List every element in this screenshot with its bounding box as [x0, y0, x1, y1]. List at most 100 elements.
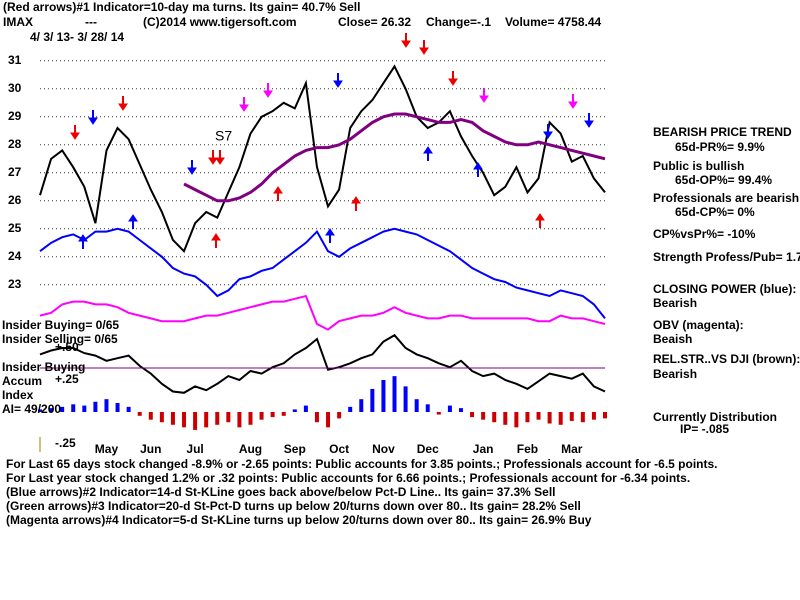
bar [204, 411, 209, 428]
x-tick-label: Sep [284, 442, 306, 456]
bar [314, 411, 319, 423]
insider-text: Insider Selling= 0/65 [2, 332, 118, 346]
line [39, 294, 606, 331]
sidebar-text: Professionals are bearish [653, 191, 799, 205]
footer-text: For Last year stock changed 1.2% or .32 … [6, 471, 690, 485]
symbol: IMAX [3, 15, 33, 29]
arrow [325, 228, 335, 244]
bar [481, 411, 486, 420]
bar [536, 411, 541, 420]
sidebar-text: IP= -.085 [680, 422, 729, 436]
arrow [479, 87, 489, 103]
arrow [543, 123, 553, 139]
bar [148, 411, 153, 420]
arrow [333, 72, 343, 88]
sidebar-text: Strength Profess/Pub= 1.7 [653, 250, 800, 264]
bar [248, 411, 253, 425]
bar [303, 405, 308, 412]
x-tick-label: Jul [186, 442, 203, 456]
sidebar-text: 65d-CP%= 0% [675, 205, 755, 219]
bar [436, 411, 441, 415]
bar [381, 379, 386, 412]
sidebar-text: Currently Distribution [653, 410, 777, 424]
bar [403, 386, 408, 412]
arrow [419, 39, 429, 55]
bar [237, 411, 242, 428]
arrow [118, 95, 128, 111]
arrow [187, 159, 197, 175]
sidebar: BEARISH PRICE TREND 65d-PR%= 9.9% Public… [653, 125, 800, 436]
x-tick-label: Feb [517, 442, 538, 456]
arrow [208, 149, 218, 165]
x-tick-label: Nov [372, 442, 395, 456]
arrow [401, 32, 411, 48]
arrow [211, 233, 221, 249]
bar [348, 406, 353, 412]
footer-text: (Magenta arrows)#4 Indicator=5-d St-KLin… [6, 513, 592, 527]
line [183, 112, 606, 203]
bar [104, 399, 109, 412]
insider-text: Index [2, 388, 34, 402]
line [39, 333, 606, 394]
bar [569, 411, 574, 421]
y-tick-label: 28 [8, 137, 22, 151]
bar [447, 405, 452, 412]
bar [326, 411, 331, 428]
sidebar-text: REL.STR..VS DJI (brown): [653, 352, 800, 366]
sidebar-text: CLOSING POWER (blue): [653, 282, 796, 296]
bar [580, 411, 585, 423]
bar [458, 408, 463, 412]
bar [547, 411, 552, 424]
plot: 23 24 25 26 27 28 29 30 31 May Jun Jul Aug Sep Oct Nov D… [8, 53, 607, 456]
bar [470, 411, 475, 418]
arrow [423, 146, 433, 162]
bar [182, 411, 187, 428]
bar [492, 411, 497, 423]
insider-text: Insider Buying= 0/65 [2, 318, 119, 332]
sidebar-text: 65d-OP%= 99.4% [675, 173, 772, 187]
bar [60, 406, 65, 412]
y-tick-label: 23 [8, 277, 22, 291]
bar [525, 411, 530, 423]
sidebar-text: CP%vsPr%= -10% [653, 227, 756, 241]
insider-text: Accum [2, 374, 42, 388]
signal-arrows [70, 32, 594, 250]
arrow [239, 96, 249, 112]
bar [337, 411, 342, 419]
arrow [351, 196, 361, 212]
bar [292, 409, 297, 412]
insider-text: Insider Buying [2, 360, 85, 374]
line [39, 64, 606, 253]
x-tick-label: Jun [140, 442, 161, 456]
insider: Insider Buying= 0/65 Insider Selling= 0/… [2, 318, 119, 416]
y-tick-label: 27 [8, 165, 22, 179]
y-tick-label: 26 [8, 193, 22, 207]
bar [558, 411, 563, 425]
bar [359, 399, 364, 412]
x-tick-label: Oct [329, 442, 349, 456]
line [39, 227, 606, 320]
bar [193, 411, 198, 430]
arrow [448, 70, 458, 86]
y-tick-label: 25 [8, 221, 22, 235]
x-tick-label: Mar [561, 442, 583, 456]
bar [115, 403, 120, 412]
x-tick-label: Jan [473, 442, 494, 456]
bar [49, 408, 54, 412]
footer-text: (Green arrows)#3 Indicator=20-d St-Pct-D… [6, 499, 581, 513]
change: Change=-.1 [426, 15, 491, 29]
footer-text: For Last 65 days stock changed -8.9% or … [6, 457, 718, 471]
bar [126, 406, 131, 412]
arrow [263, 82, 273, 98]
y-tick-label: 24 [8, 249, 22, 263]
bar [281, 411, 286, 416]
y-tick-label: 30 [8, 81, 22, 95]
insider-text: AI= 49/200 [2, 402, 61, 416]
sidebar-text: Public is bullish [653, 159, 744, 173]
sidebar-text: OBV (magenta): [653, 318, 744, 332]
bar [38, 409, 42, 412]
bar [425, 404, 430, 412]
arrow [70, 124, 80, 140]
bar [226, 411, 231, 423]
bar [414, 399, 419, 412]
